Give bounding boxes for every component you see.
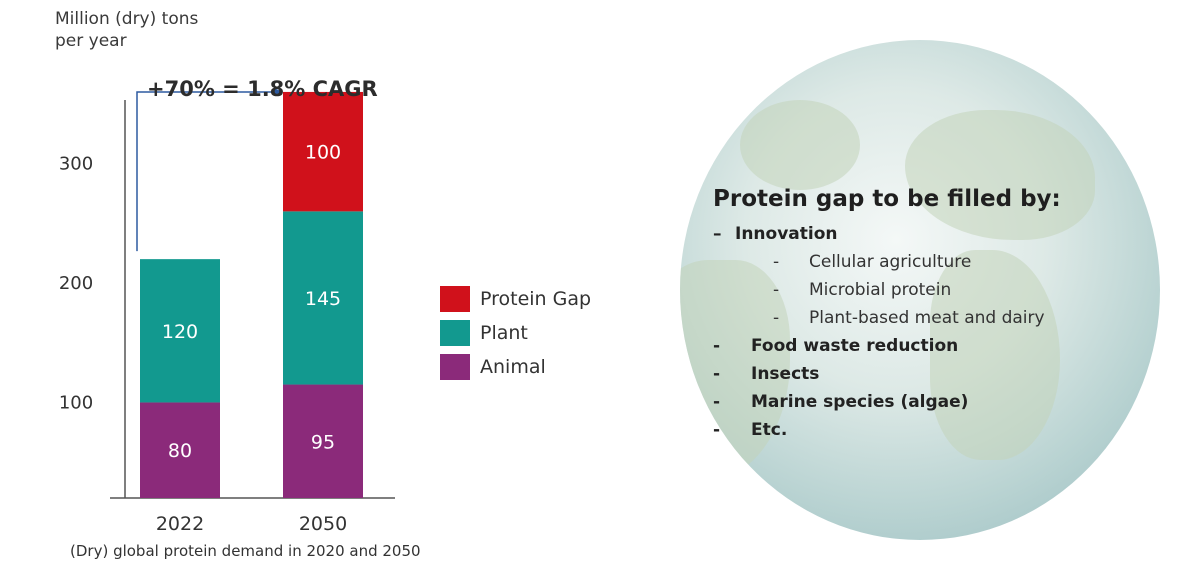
list-dash: - [773, 280, 780, 300]
list-item-insects: - Insects [713, 360, 1153, 388]
bar-value-label: 80 [168, 440, 192, 462]
y-tick-label: 300 [59, 154, 93, 175]
y-tick-label: 100 [59, 392, 93, 413]
bar-protein-gap-2050 [283, 91, 363, 212]
sub-item-label: Cellular agriculture [809, 252, 972, 272]
stacked-bar-chart: 100 200 300 80 120 2022 95 145 100 2050 [59, 87, 395, 535]
globe-image [680, 40, 1160, 540]
chart-legend: Protein Gap Plant Animal [440, 282, 591, 384]
bar-plant-2050 [283, 211, 363, 385]
list-item-marine: - Marine species (algae) [713, 388, 1153, 416]
legend-label-animal: Animal [480, 356, 546, 378]
list-dash: - [713, 364, 721, 384]
bar-animal-2050 [283, 384, 363, 498]
legend-label-plant: Plant [480, 322, 528, 344]
list-dash: - [773, 308, 780, 328]
cagr-annotation: +70% = 1.8% CAGR [147, 77, 378, 101]
legend-item-protein-gap: Protein Gap [440, 282, 591, 316]
legend-item-plant: Plant [440, 316, 591, 350]
list-dash: - [713, 420, 721, 440]
list-item-innovation: – Innovation [713, 220, 1153, 248]
chart-caption: (Dry) global protein demand in 2020 and … [70, 542, 421, 560]
list-dash: - [773, 252, 780, 272]
growth-arrow-head [274, 87, 283, 96]
bar-animal-2022 [140, 402, 220, 498]
list-item-etc: - Etc. [713, 416, 1153, 444]
legend-label-protein-gap: Protein Gap [480, 288, 592, 310]
bar-value-label: 145 [305, 288, 341, 310]
list-dash: - [713, 392, 721, 412]
list-item-label: Food waste reduction [751, 336, 959, 356]
legend-item-animal: Animal [440, 350, 591, 384]
x-category-label: 2022 [156, 513, 204, 535]
legend-swatch-plant [440, 320, 470, 346]
y-axis-label: Million (dry) tons per year [55, 9, 199, 51]
sub-item-label: Microbial protein [809, 280, 952, 300]
protein-gap-title: Protein gap to be filled by: [713, 186, 1061, 212]
protein-gap-panel: Protein gap to be filled by: – Innovatio… [713, 186, 1153, 444]
sub-item-microbial-protein: - Microbial protein [713, 276, 1153, 304]
list-item-label: Innovation [735, 224, 838, 244]
list-item-label: Marine species (algae) [751, 392, 969, 412]
legend-swatch-protein-gap [440, 286, 470, 312]
list-dash: – [713, 224, 722, 244]
list-item-food-waste: - Food waste reduction [713, 332, 1153, 360]
sub-item-cellular-agriculture: - Cellular agriculture [713, 248, 1153, 276]
list-item-label: Etc. [751, 420, 788, 440]
y-tick-label: 200 [59, 273, 93, 294]
bar-value-label: 100 [305, 142, 341, 164]
legend-swatch-animal [440, 354, 470, 380]
growth-arrow-line [136, 91, 275, 252]
sub-item-label: Plant-based meat and dairy [809, 308, 1045, 328]
sub-item-plant-based: - Plant-based meat and dairy [713, 304, 1153, 332]
list-dash: - [713, 336, 721, 356]
x-category-label: 2050 [299, 513, 347, 535]
bar-plant-2022 [140, 259, 220, 403]
bar-value-label: 120 [162, 321, 198, 343]
bar-value-label: 95 [311, 431, 335, 453]
list-item-label: Insects [751, 364, 820, 384]
